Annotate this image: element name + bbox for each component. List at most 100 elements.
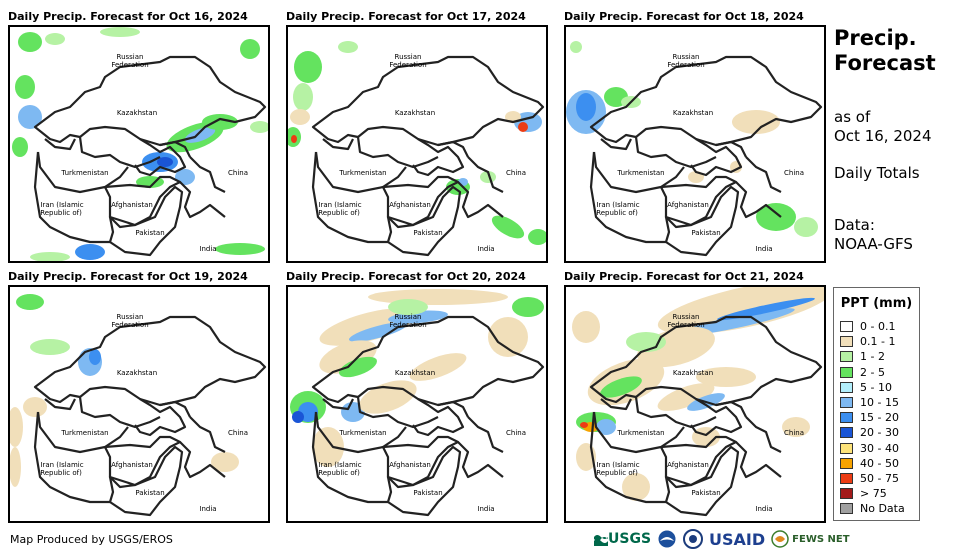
legend-item: No Data xyxy=(840,501,905,516)
country-label-russia: Russian xyxy=(117,53,144,61)
legend-item: 1 - 2 xyxy=(840,349,885,364)
country-label-iran2: Republic of) xyxy=(40,469,82,477)
country-borders xyxy=(311,55,545,257)
precip-area xyxy=(291,135,297,143)
precip-area xyxy=(45,33,65,45)
country-label-iran: Iran (Islamic xyxy=(318,461,361,469)
country-borders xyxy=(33,55,267,257)
country-label-china: China xyxy=(784,429,804,437)
panel-title: Daily Precip. Forecast for Oct 18, 2024 xyxy=(564,10,804,23)
legend-swatch xyxy=(840,397,853,408)
country-border xyxy=(715,140,747,158)
as-of-value: Oct 16, 2024 xyxy=(834,127,932,145)
country-border xyxy=(108,185,184,257)
country-border xyxy=(437,140,469,158)
usgs-wave-icon xyxy=(594,535,608,546)
map-credit: Map Produced by USGS/EROS xyxy=(10,533,173,546)
country-border xyxy=(44,136,161,169)
country-label-pakistan: Pakistan xyxy=(135,229,164,237)
country-border xyxy=(589,315,823,407)
legend-item: 5 - 10 xyxy=(840,380,892,395)
precip-area xyxy=(294,51,322,83)
country-border xyxy=(437,400,469,418)
country-border xyxy=(412,398,465,437)
country-border xyxy=(745,156,782,193)
precip-area xyxy=(717,297,815,321)
legend-swatch xyxy=(840,321,853,332)
country-border xyxy=(108,445,184,517)
usaid-logo-text: USAID xyxy=(709,529,766,549)
country-border xyxy=(715,400,747,418)
precip-area xyxy=(338,41,358,53)
legend-swatch xyxy=(840,336,853,348)
country-border xyxy=(44,396,161,429)
precip-area xyxy=(75,244,105,260)
legend-swatch xyxy=(840,381,853,393)
country-label-russia: Russian xyxy=(395,53,422,61)
country-label-turkmenistan: Turkmenistan xyxy=(60,169,108,177)
legend-label: 40 - 50 xyxy=(860,456,899,470)
country-label-afghanistan: Afghanistan xyxy=(667,201,709,209)
country-border xyxy=(311,151,388,244)
country-border xyxy=(36,151,129,194)
legend-item: 20 - 30 xyxy=(840,425,899,440)
country-border xyxy=(33,411,110,504)
legend-item: 15 - 20 xyxy=(840,410,899,425)
country-border xyxy=(189,156,226,193)
precip-area xyxy=(657,287,824,335)
precip-field xyxy=(572,287,824,501)
precip-area xyxy=(657,383,715,411)
country-border xyxy=(189,416,226,453)
country-label-china: China xyxy=(228,169,248,177)
precip-area xyxy=(30,252,70,261)
country-label-china: China xyxy=(784,169,804,177)
country-borders xyxy=(589,315,823,517)
country-label-iran2: Republic of) xyxy=(40,209,82,217)
legend-item: 30 - 40 xyxy=(840,441,899,456)
country-label-afghanistan: Afghanistan xyxy=(111,201,153,209)
country-label-india: India xyxy=(755,505,772,513)
legend-label: 50 - 75 xyxy=(860,472,899,485)
partner-logos: USGS USAID FEWS NET xyxy=(594,527,850,551)
panel-title: Daily Precip. Forecast for Oct 17, 2024 xyxy=(286,10,526,23)
precip-area xyxy=(622,473,650,501)
usaid-logo: USAID xyxy=(709,530,765,549)
precip-area xyxy=(480,171,496,183)
legend-swatch xyxy=(840,442,853,454)
country-label-iran: Iran (Islamic xyxy=(40,461,83,469)
legend-item: > 75 xyxy=(840,486,887,501)
precip-area xyxy=(15,75,35,99)
country-border xyxy=(179,441,226,479)
country-border xyxy=(311,315,545,407)
as-of-label: as of xyxy=(834,108,871,126)
country-label-pakistan: Pakistan xyxy=(691,229,720,237)
country-label-iran: Iran (Islamic xyxy=(596,461,639,469)
precip-map: Russian Federation Kazakhstan Turkmenistan C… xyxy=(8,285,270,523)
country-border xyxy=(664,185,740,257)
noaa-icon xyxy=(657,529,677,549)
daily-totals-label: Daily Totals xyxy=(834,164,920,182)
country-label-iran2: Republic of) xyxy=(318,469,360,477)
precip-area xyxy=(250,121,268,133)
fews-net-logo-text: FEWS NET xyxy=(792,533,850,545)
panel-title: Daily Precip. Forecast for Oct 20, 2024 xyxy=(286,270,526,283)
precip-area xyxy=(677,308,795,336)
country-border xyxy=(467,156,504,193)
legend-swatch xyxy=(840,473,853,484)
precip-map: Russian Federation Kazakhstan Turkmenistan C… xyxy=(8,25,270,263)
country-label-iran: Iran (Islamic xyxy=(40,201,83,209)
precip-area xyxy=(184,127,216,143)
country-borders xyxy=(589,55,823,257)
country-border xyxy=(314,411,407,454)
precip-area xyxy=(512,297,544,317)
country-border xyxy=(589,151,666,244)
data-source-label: Data: xyxy=(834,216,875,234)
country-border xyxy=(412,138,465,177)
country-borders xyxy=(311,315,545,517)
legend-item: 10 - 15 xyxy=(840,395,899,410)
legend-item: 0 - 0.1 xyxy=(840,319,895,334)
side-title: Precip. Forecast xyxy=(834,26,936,76)
precip-area xyxy=(368,289,508,305)
country-border xyxy=(314,151,407,194)
precip-area xyxy=(348,322,408,342)
